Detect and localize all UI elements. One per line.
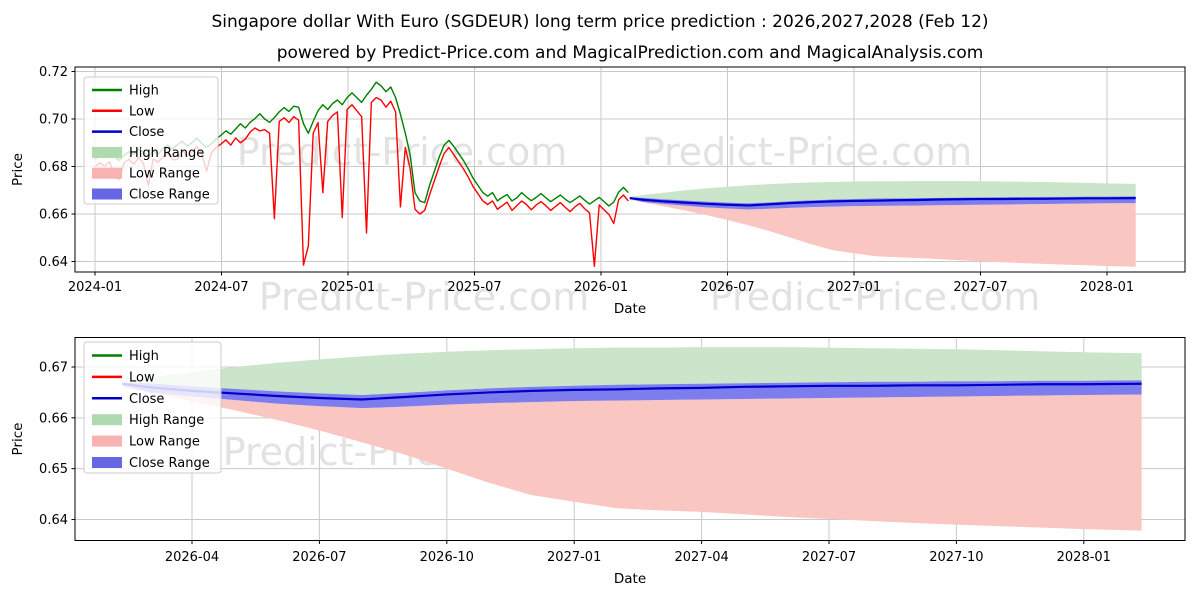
y-tick-label: 0.68: [39, 160, 68, 175]
x-axis-label: Date: [614, 301, 646, 317]
y-tick-label: 0.65: [39, 462, 68, 477]
y-tick-label: 0.72: [39, 65, 68, 80]
x-tick-label: 2028-01: [1080, 280, 1134, 295]
x-tick-label: 2026-07: [700, 280, 754, 295]
x-tick-label: 2027-07: [802, 550, 856, 565]
page-title: Singapore dollar With Euro (SGDEUR) long…: [211, 12, 988, 32]
legend: High Low Close High Range Low Range Close Ran…: [83, 76, 219, 205]
watermark-text: Predict-Price.com: [237, 130, 568, 174]
axes-frame: [74, 337, 1186, 541]
x-tick-label: 2025-07: [447, 280, 501, 295]
axes-frame: [74, 66, 1186, 273]
top-chart-data-layer: [94, 81, 1136, 267]
x-tick-label: 2026-10: [420, 550, 474, 565]
close-range-area: [122, 380, 1142, 409]
bottom-chart-data-layer: [122, 347, 1142, 531]
close-line: [122, 382, 1142, 401]
x-tick-label: 2026-01: [574, 280, 628, 295]
legend-label: High: [129, 349, 159, 364]
legend-label: High: [129, 84, 159, 99]
top-chart: 2024-01 2024-07 2025-01 2025-07 2026-01 2026-…: [10, 65, 1186, 317]
y-tick-label: 0.64: [39, 513, 68, 528]
x-axis-label: Date: [614, 571, 646, 587]
x-tick-label: 2027-10: [929, 550, 983, 565]
x-tick-label: 2026-07: [292, 550, 346, 565]
high-range-area: [629, 180, 1136, 204]
y-tick-label: 0.66: [39, 411, 68, 426]
legend-label: Low Range: [129, 435, 200, 450]
legend-label: Low: [129, 370, 155, 385]
legend-swatch-high-range: [92, 146, 122, 158]
x-tick-label: 2027-01: [827, 280, 881, 295]
legend-swatch-low-range: [92, 435, 122, 447]
legend-label: Close: [129, 392, 164, 407]
subtitle: powered by Predict-Price.com and Magical…: [277, 43, 984, 63]
bottom-chart: 2026-04 2026-07 2026-10 2027-01 2027-04 2027-…: [10, 337, 1186, 587]
legend-label: Close Range: [129, 188, 210, 203]
x-tick-label: 2028-01: [1057, 550, 1111, 565]
legend-label: High Range: [129, 146, 204, 161]
watermark-text: Predict-Price.com: [710, 275, 1041, 319]
watermark-text: Predict-Price.com: [259, 275, 590, 319]
low-range-area: [122, 385, 1142, 531]
y-tick-label: 0.70: [39, 113, 68, 128]
legend-swatch-low-range: [92, 167, 122, 179]
legend: High Low Close High Range Low Range Close Ran…: [83, 341, 222, 474]
x-tick-label: 2027-07: [953, 280, 1007, 295]
close-line: [629, 196, 1136, 207]
x-tick-label: 2026-04: [165, 550, 219, 565]
legend-label: Close Range: [129, 456, 210, 471]
legend-swatch-close-range: [92, 188, 122, 200]
x-tick-label: 2027-01: [547, 550, 601, 565]
legend-swatch-high-range: [92, 414, 122, 426]
y-tick-label: 0.66: [39, 208, 68, 223]
x-tick-label: 2027-04: [674, 550, 728, 565]
high-range-area: [122, 347, 1142, 395]
x-tick-label: 2024-01: [68, 280, 122, 295]
legend-label: High Range: [129, 413, 204, 428]
y-tick-label: 0.67: [39, 361, 68, 376]
y-axis-label: Price: [10, 423, 26, 456]
legend-label: Close: [129, 125, 164, 140]
x-tick-label: 2024-07: [194, 280, 248, 295]
x-tick-label: 2025-01: [321, 280, 375, 295]
legend-label: Low Range: [129, 167, 200, 182]
y-tick-label: 0.64: [39, 255, 68, 270]
low-range-area: [629, 198, 1136, 267]
legend-swatch-close-range: [92, 457, 122, 468]
watermark-text: Predict-Price.com: [642, 130, 973, 174]
y-axis-label: Price: [10, 153, 26, 186]
legend-label: Low: [129, 104, 155, 119]
